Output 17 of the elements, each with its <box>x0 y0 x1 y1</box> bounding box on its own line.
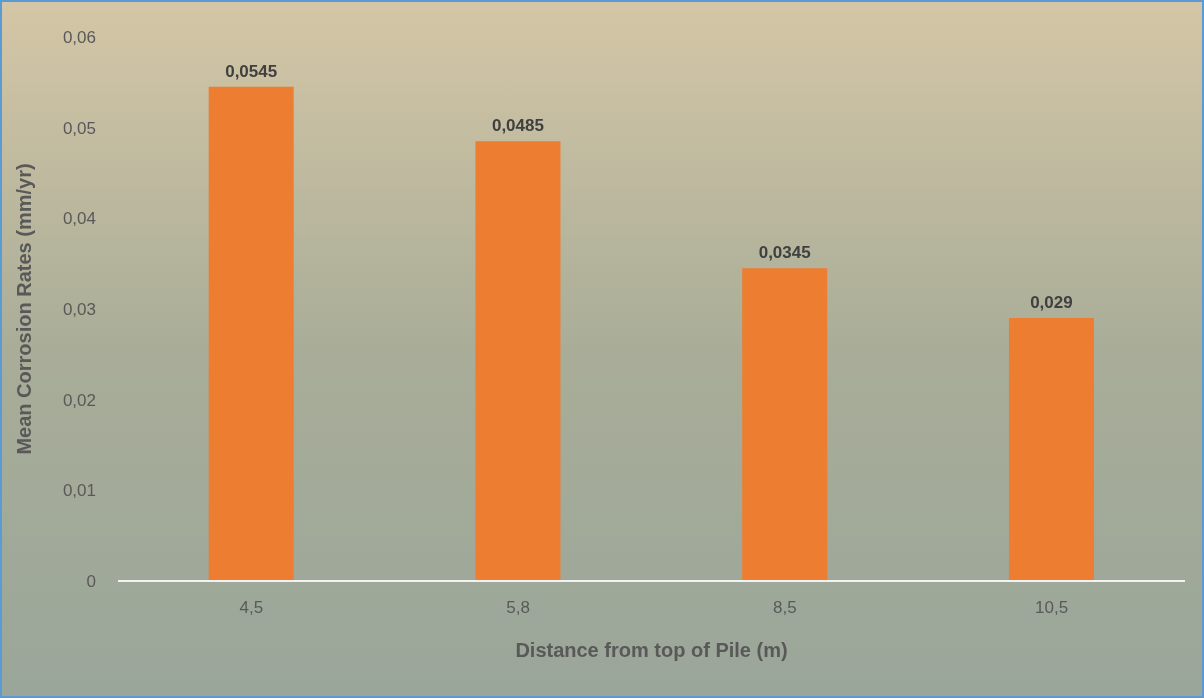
x-tick-label: 8,5 <box>773 598 797 618</box>
data-label: 0,029 <box>1030 293 1073 313</box>
y-tick-label: 0,04 <box>62 209 96 229</box>
x-tick-label: 4,5 <box>239 598 264 618</box>
x-tick-label: 5,8 <box>506 598 530 618</box>
data-label: 0,0545 <box>225 61 278 81</box>
data-label: 0,0345 <box>758 243 811 263</box>
data-label: 0,0485 <box>491 116 544 136</box>
y-tick-label: 0,05 <box>62 118 96 138</box>
y-tick-label: 0,03 <box>62 300 96 320</box>
y-tick-label: 0,02 <box>62 390 96 410</box>
x-tick-label: 10,5 <box>1035 598 1069 618</box>
y-tick-label: 0,06 <box>62 28 96 48</box>
y-tick-label: 0,01 <box>62 481 96 501</box>
y-axis-title: Mean Corrosion Rates (mm/yr) <box>13 163 36 455</box>
y-tick-label: 0 <box>86 572 96 592</box>
x-axis-title: Distance from top of Pile (m) <box>515 639 788 662</box>
